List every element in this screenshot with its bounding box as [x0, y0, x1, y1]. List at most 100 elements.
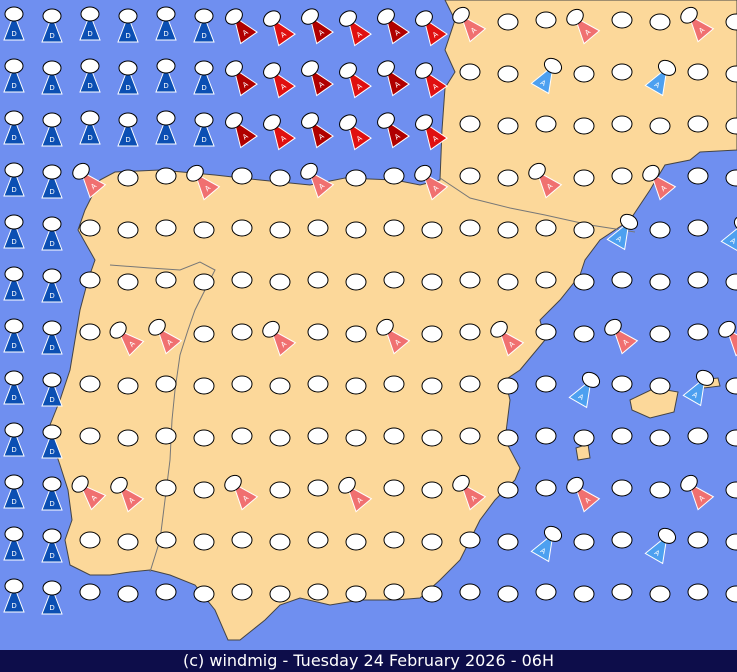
wind-arrow: A [338, 476, 373, 513]
svg-text:A: A [241, 28, 250, 37]
calm-marker [573, 273, 595, 291]
svg-text:D: D [125, 32, 130, 40]
calm-marker [193, 325, 215, 343]
wind-map: D D D D D D A A A A A A A A A D D D D D D A A A A A A A A D D D D D D A A A A A… [3, 0, 737, 641]
wind-arrow: D [79, 58, 101, 93]
wind-arrow: A [148, 318, 183, 355]
svg-text:A: A [469, 494, 478, 503]
calm-marker [649, 585, 671, 603]
svg-text:A: A [697, 494, 706, 503]
wind-arrow: D [117, 8, 139, 43]
calm-marker [269, 481, 291, 499]
calm-marker [611, 531, 633, 549]
wind-arrow: A [644, 527, 677, 565]
wind-arrow: A [415, 62, 448, 99]
svg-text:A: A [697, 26, 706, 35]
svg-text:D: D [11, 446, 16, 454]
wind-arrow: D [41, 320, 63, 355]
svg-text:D: D [11, 134, 16, 142]
svg-text:D: D [49, 500, 54, 508]
calm-marker [117, 273, 139, 291]
calm-marker [725, 429, 737, 447]
calm-marker [383, 271, 405, 289]
svg-text:A: A [583, 496, 592, 505]
calm-marker [307, 583, 329, 601]
calm-marker [573, 585, 595, 603]
svg-text:A: A [127, 496, 136, 505]
svg-text:D: D [87, 82, 92, 90]
calm-marker [459, 219, 481, 237]
svg-text:A: A [279, 134, 288, 143]
calm-marker [421, 325, 443, 343]
calm-marker [611, 63, 633, 81]
calm-marker [459, 167, 481, 185]
calm-marker [383, 427, 405, 445]
calm-marker [611, 375, 633, 393]
calm-marker [155, 583, 177, 601]
calm-marker [231, 427, 253, 445]
wind-arrow: A [377, 112, 410, 149]
calm-marker [307, 531, 329, 549]
calm-marker [269, 221, 291, 239]
calm-marker [269, 585, 291, 603]
calm-marker [307, 479, 329, 497]
svg-text:A: A [735, 340, 737, 349]
calm-marker [155, 271, 177, 289]
calm-marker [79, 375, 101, 393]
svg-text:A: A [431, 134, 440, 143]
calm-marker [307, 375, 329, 393]
calm-marker [649, 117, 671, 135]
calm-marker [307, 323, 329, 341]
svg-text:D: D [201, 32, 206, 40]
wind-arrow: D [3, 318, 25, 353]
calm-marker [193, 273, 215, 291]
calm-marker [79, 271, 101, 289]
wind-arrow: D [41, 8, 63, 43]
calm-marker [307, 427, 329, 445]
wind-markers: D D D D D D A A A A A A A A A D D D D D D A A A A A A A A D D D D D D A A A A A… [3, 6, 737, 615]
svg-text:D: D [201, 136, 206, 144]
svg-text:A: A [241, 132, 250, 141]
wind-arrow: A [566, 8, 601, 45]
wind-arrow: D [3, 58, 25, 93]
calm-marker [687, 271, 709, 289]
wind-arrow: D [41, 580, 63, 615]
calm-marker [117, 429, 139, 447]
svg-text:D: D [11, 342, 16, 350]
wind-arrow: D [3, 422, 25, 457]
calm-marker [497, 481, 519, 499]
svg-text:A: A [90, 494, 99, 503]
wind-arrow: A [339, 10, 372, 47]
wind-arrow: A [300, 162, 335, 199]
svg-text:D: D [125, 84, 130, 92]
svg-text:D: D [49, 32, 54, 40]
svg-text:D: D [11, 394, 16, 402]
svg-text:A: A [431, 30, 440, 39]
calm-marker [383, 219, 405, 237]
svg-text:A: A [507, 340, 516, 349]
wind-arrow: A [109, 321, 145, 357]
wind-arrow: D [3, 214, 25, 249]
svg-text:D: D [11, 498, 16, 506]
calm-marker [535, 583, 557, 601]
wind-arrow: D [3, 526, 25, 561]
calm-marker [497, 585, 519, 603]
calm-marker [687, 167, 709, 185]
calm-marker [79, 583, 101, 601]
calm-marker [155, 479, 177, 497]
wind-arrow: A [301, 112, 334, 149]
wind-arrow: D [155, 58, 177, 93]
calm-marker [269, 273, 291, 291]
calm-marker [155, 375, 177, 393]
calm-marker [687, 219, 709, 237]
calm-marker [345, 221, 367, 239]
calm-marker [193, 377, 215, 395]
svg-text:D: D [11, 186, 16, 194]
calm-marker [345, 585, 367, 603]
wind-arrow: D [3, 474, 25, 509]
calm-marker [687, 115, 709, 133]
calm-marker [459, 271, 481, 289]
svg-text:D: D [11, 238, 16, 246]
wind-arrow: A [566, 476, 601, 513]
